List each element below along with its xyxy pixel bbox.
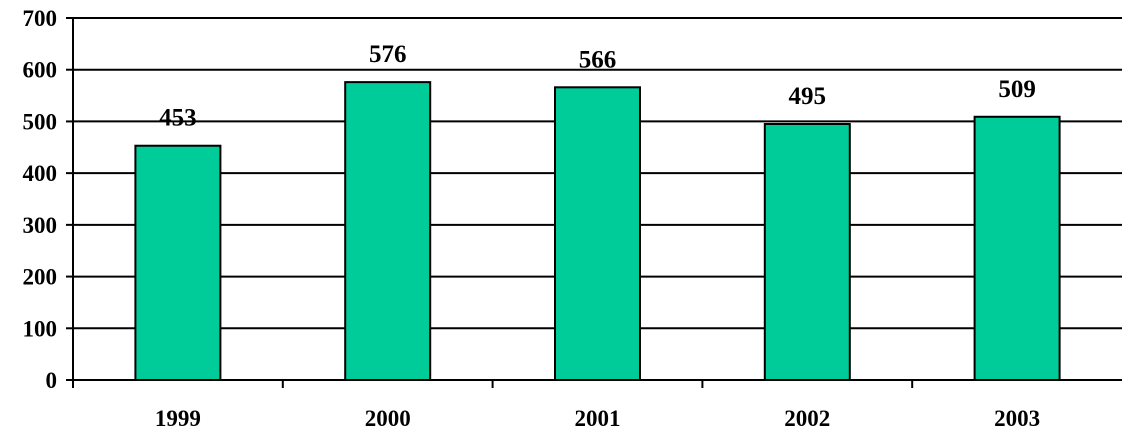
x-tick-labels: 1999 2000 2001 2002 2003: [155, 406, 1040, 431]
bar-2001: [554, 86, 641, 381]
bar-1999: [134, 144, 222, 381]
data-label: 566: [579, 46, 617, 73]
x-tick-label: 2000: [365, 406, 411, 431]
x-tick-label: 2002: [784, 406, 830, 431]
y-tick-labels: 0 100 200 300 400 500 600 700: [23, 6, 58, 393]
data-label: 495: [789, 83, 827, 110]
y-tick-label: 400: [23, 161, 58, 186]
x-tick-label: 2001: [575, 406, 621, 431]
data-label: 453: [159, 105, 197, 132]
y-tick-label: 500: [23, 109, 58, 134]
x-tick-label: 1999: [155, 406, 201, 431]
axes: [72, 18, 1122, 381]
y-tick-label: 0: [46, 368, 58, 393]
bar-2003: [973, 115, 1061, 381]
y-tick-label: 600: [23, 58, 58, 83]
x-tick-label: 2003: [994, 406, 1040, 431]
bars: [134, 81, 1061, 382]
data-labels: 453 576 566 495 509: [159, 41, 1036, 132]
y-tick-label: 300: [23, 213, 58, 238]
y-tick-label: 100: [23, 316, 58, 341]
bar-2000: [344, 81, 432, 382]
y-tick-label: 200: [23, 265, 58, 290]
y-tick-label: 700: [23, 6, 58, 31]
data-label: 509: [998, 76, 1036, 103]
bar-2002: [763, 123, 851, 381]
data-label: 576: [369, 41, 407, 68]
